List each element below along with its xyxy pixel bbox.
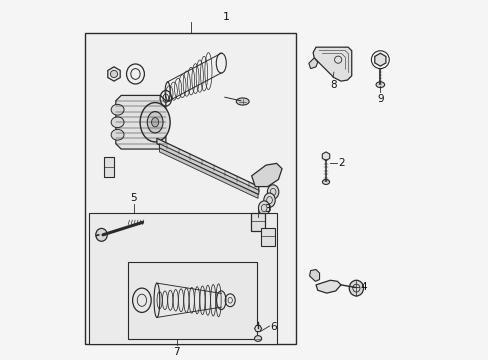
- Text: 9: 9: [376, 94, 383, 104]
- Bar: [89, 213, 276, 344]
- Ellipse shape: [111, 104, 124, 115]
- Ellipse shape: [147, 112, 163, 133]
- Polygon shape: [315, 280, 340, 293]
- Ellipse shape: [322, 179, 329, 184]
- Ellipse shape: [96, 228, 107, 241]
- Polygon shape: [159, 148, 258, 198]
- Bar: [260, 228, 274, 246]
- Text: 8: 8: [329, 80, 336, 90]
- Text: 2: 2: [338, 158, 345, 168]
- Polygon shape: [108, 67, 120, 81]
- Text: 1: 1: [223, 12, 230, 22]
- Ellipse shape: [375, 82, 384, 87]
- Polygon shape: [157, 138, 258, 192]
- Ellipse shape: [348, 280, 363, 296]
- Text: 6: 6: [270, 322, 277, 332]
- Bar: [128, 262, 257, 338]
- Text: 7: 7: [173, 347, 180, 357]
- Ellipse shape: [110, 71, 117, 77]
- Polygon shape: [374, 53, 385, 66]
- Bar: [250, 213, 264, 231]
- Text: 3: 3: [264, 204, 270, 215]
- Ellipse shape: [258, 201, 269, 215]
- Polygon shape: [322, 152, 329, 161]
- Ellipse shape: [236, 98, 249, 105]
- Ellipse shape: [111, 129, 124, 140]
- Polygon shape: [254, 325, 261, 332]
- Ellipse shape: [263, 193, 275, 207]
- Ellipse shape: [111, 117, 124, 127]
- Text: 5: 5: [130, 193, 137, 203]
- Ellipse shape: [267, 185, 278, 199]
- Polygon shape: [309, 270, 319, 281]
- Bar: [103, 157, 113, 177]
- Polygon shape: [251, 163, 282, 186]
- Polygon shape: [116, 95, 165, 149]
- Bar: [85, 33, 296, 344]
- Ellipse shape: [151, 118, 159, 127]
- Polygon shape: [312, 47, 351, 81]
- Polygon shape: [159, 144, 258, 194]
- Text: 4: 4: [359, 282, 366, 292]
- Polygon shape: [308, 58, 317, 69]
- Ellipse shape: [254, 336, 261, 341]
- Ellipse shape: [140, 103, 170, 142]
